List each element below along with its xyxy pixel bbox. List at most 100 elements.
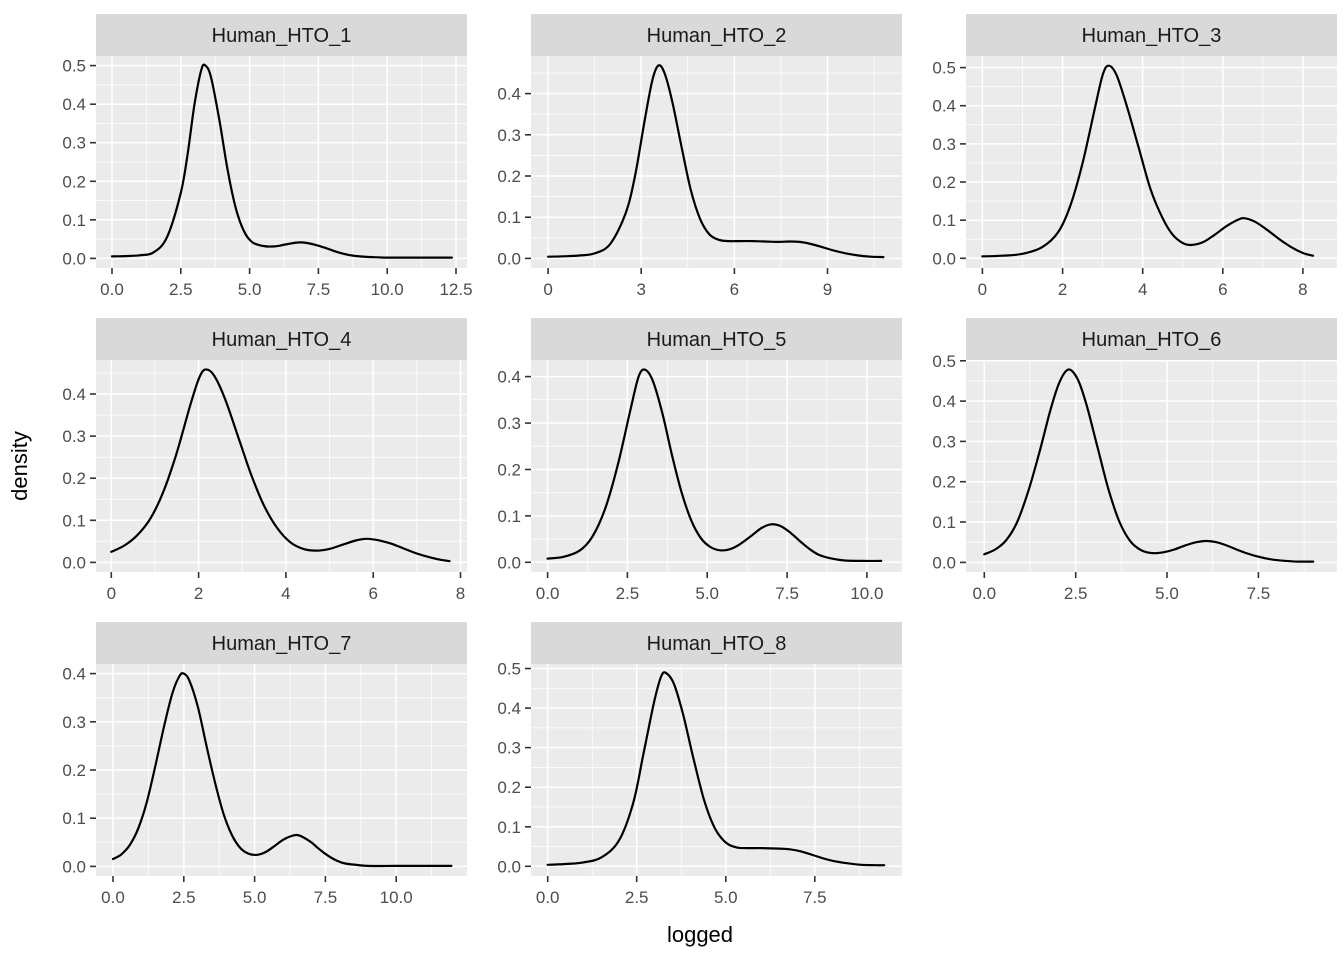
y-tick-label: 0.0 <box>497 857 521 876</box>
axis-ticks <box>525 667 816 882</box>
density-curve <box>546 671 886 867</box>
y-tick-label: 0.0 <box>932 249 956 268</box>
y-tick-label: 0.5 <box>62 57 86 76</box>
x-tick-label: 6 <box>730 280 739 299</box>
x-tick-label: 4 <box>281 584 290 603</box>
x-tick-label: 12.5 <box>439 280 472 299</box>
facet-strip <box>531 14 902 56</box>
grid-minor <box>531 360 902 572</box>
x-tick-label: 5.0 <box>714 888 738 907</box>
y-tick-label: 0.1 <box>932 513 956 532</box>
x-tick-label: 0.0 <box>100 280 124 299</box>
x-tick-label: 5.0 <box>695 584 719 603</box>
y-tick-label: 0.3 <box>62 713 86 732</box>
y-tick-label: 0.2 <box>497 778 521 797</box>
facet-title: Human_HTO_6 <box>1082 329 1222 351</box>
y-tick-label: 0.1 <box>497 818 521 837</box>
grid-major <box>96 360 467 572</box>
x-tick-label: 0 <box>107 584 116 603</box>
x-tick-label: 0 <box>978 280 987 299</box>
x-tick-label: 7.5 <box>1247 584 1271 603</box>
y-tick-label: 0.1 <box>62 511 86 530</box>
grid-minor <box>966 360 1337 572</box>
y-tick-label: 0.2 <box>62 761 86 780</box>
y-tick-label: 0.4 <box>932 392 956 411</box>
x-tick-label: 0 <box>543 280 552 299</box>
facet-strip <box>531 622 902 664</box>
grid-major <box>966 360 1337 572</box>
y-tick-label: 0.3 <box>497 126 521 145</box>
y-tick-label: 0.4 <box>497 368 521 387</box>
y-tick-label: 0.5 <box>497 660 521 679</box>
y-tick-label: 0.2 <box>932 173 956 192</box>
panel-background <box>531 360 902 572</box>
facet-title: Human_HTO_4 <box>212 329 352 351</box>
y-axis-title: density <box>7 431 32 501</box>
x-tick-label: 2.5 <box>1064 584 1088 603</box>
grid-minor <box>966 56 1337 268</box>
grid-minor <box>531 664 902 876</box>
grid-major <box>531 56 902 268</box>
x-axis-title: logged <box>666 922 734 947</box>
grid-minor <box>96 360 467 572</box>
density-curve <box>546 368 883 563</box>
grid-minor <box>96 56 467 268</box>
axis-ticks <box>960 66 1304 274</box>
grid-minor <box>531 56 902 268</box>
y-tick-label: 0.0 <box>497 249 521 268</box>
facet-human-hto-1: Human_HTO_1 0.0 2.5 5.0 7.5 10.0 12.5 0.0 0.1 0.2… <box>62 14 473 299</box>
y-tick-label: 0.0 <box>932 553 956 572</box>
facet-human-hto-4: Human_HTO_4 0 2 4 6 8 0.0 0.1 0.2 0.3 0.4 <box>62 318 467 603</box>
grid-major <box>966 56 1337 268</box>
y-tick-label: 0.0 <box>62 857 86 876</box>
panel-background <box>531 56 902 268</box>
panel-background <box>966 56 1337 268</box>
panel-background <box>966 360 1337 572</box>
x-tick-label: 2.5 <box>625 888 649 907</box>
x-tick-label: 4 <box>1138 280 1147 299</box>
x-tick-label: 2.5 <box>616 584 640 603</box>
facet-title: Human_HTO_3 <box>1082 25 1222 47</box>
y-tick-label: 0.2 <box>497 461 521 480</box>
panel-background <box>96 360 467 572</box>
y-tick-label: 0.0 <box>62 553 86 572</box>
y-tick-label: 0.0 <box>62 249 86 268</box>
y-tick-label: 0.4 <box>932 97 956 116</box>
density-curve <box>547 64 885 259</box>
x-tick-label: 9 <box>823 280 832 299</box>
y-tick-label: 0.1 <box>62 211 86 230</box>
y-tick-label: 0.2 <box>62 469 86 488</box>
density-curve <box>110 63 453 259</box>
axis-ticks <box>90 393 462 578</box>
x-tick-label: 7.5 <box>803 888 827 907</box>
y-tick-label: 0.3 <box>62 427 86 446</box>
x-tick-label: 2.5 <box>169 280 193 299</box>
y-tick-label: 0.4 <box>497 699 521 718</box>
y-tick-label: 0.4 <box>62 385 86 404</box>
y-tick-label: 0.1 <box>497 507 521 526</box>
facet-human-hto-2: Human_HTO_2 0 3 6 9 0.0 0.1 0.2 0.3 0.4 <box>497 14 902 299</box>
x-tick-label: 0.0 <box>536 584 560 603</box>
y-tick-label: 0.1 <box>932 211 956 230</box>
x-tick-label: 6 <box>1218 280 1227 299</box>
y-tick-label: 0.2 <box>932 473 956 492</box>
y-tick-label: 0.4 <box>62 665 86 684</box>
y-tick-label: 0.2 <box>62 172 86 191</box>
x-tick-label: 5.0 <box>1155 584 1179 603</box>
facet-strip <box>96 622 467 664</box>
grid-major <box>531 664 902 876</box>
facet-human-hto-8: Human_HTO_8 0.0 2.5 5.0 7.5 0.0 0.1 0.2 0.3 0.4 0.… <box>497 622 902 907</box>
y-tick-label: 0.3 <box>932 432 956 451</box>
x-tick-label: 10.0 <box>380 888 413 907</box>
facet-title: Human_HTO_7 <box>212 633 352 655</box>
y-tick-label: 0.2 <box>497 167 521 186</box>
y-tick-label: 0.3 <box>62 134 86 153</box>
axis-ticks <box>525 92 829 274</box>
x-tick-label: 7.5 <box>314 888 338 907</box>
facet-title: Human_HTO_5 <box>647 329 787 351</box>
facet-title: Human_HTO_8 <box>647 633 787 655</box>
x-tick-label: 2.5 <box>172 888 196 907</box>
x-tick-label: 8 <box>456 584 465 603</box>
density-curve <box>110 368 451 563</box>
facet-title: Human_HTO_1 <box>212 25 352 47</box>
